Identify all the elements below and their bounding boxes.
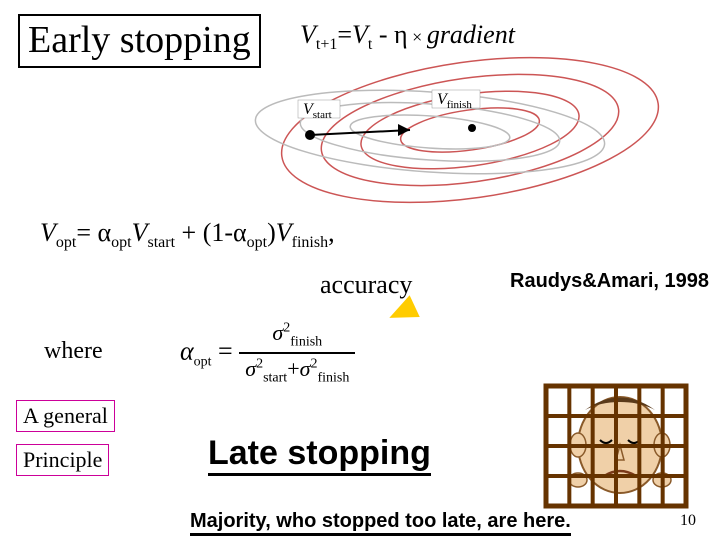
- s-a1: α: [98, 218, 112, 247]
- v3: V: [276, 218, 292, 247]
- late-stopping-heading: Late stopping: [208, 434, 431, 476]
- a-alpha: α: [180, 336, 194, 365]
- accuracy-arrow-icon: [384, 295, 420, 329]
- d-22: 2: [310, 357, 317, 372]
- s-plus: + (1-: [175, 218, 233, 247]
- v2: V: [132, 218, 148, 247]
- s-comma: ,: [328, 218, 335, 247]
- v1: V: [40, 218, 56, 247]
- n-fin: finish: [290, 334, 322, 349]
- d-fin: finish: [317, 371, 349, 386]
- d-21: 2: [256, 357, 263, 372]
- s-close: ): [267, 218, 276, 247]
- s-opt: opt: [56, 234, 76, 251]
- a-opt: opt: [194, 355, 212, 370]
- s-finish: finish: [292, 234, 328, 251]
- formula-vopt: Vopt= αoptVstart + (1-αopt)Vfinish,: [40, 218, 335, 252]
- where-label: where: [44, 338, 103, 365]
- diag-vstart-sub: start: [313, 109, 332, 121]
- d-sig1: σ: [245, 356, 256, 381]
- accuracy-label: accuracy: [320, 270, 412, 300]
- formula-alpha: αopt = σ2finish σ2start+σ2finish: [180, 320, 355, 387]
- box-a-general: A general: [16, 400, 115, 432]
- s-eq: =: [76, 218, 97, 247]
- citation: Raudys&Amari, 1998: [510, 270, 709, 293]
- n-sig: σ: [272, 320, 283, 345]
- diag-vfinish-sub: finish: [447, 99, 473, 111]
- trajectory-diagram: Vstart Vfinish: [0, 0, 720, 230]
- jail-cartoon: [540, 380, 700, 520]
- box-principle: Principle: [16, 444, 109, 476]
- majority-caption: Majority, who stopped too late, are here…: [190, 510, 571, 536]
- s-a2s: opt: [247, 234, 267, 251]
- d-sig2: σ: [300, 356, 311, 381]
- s-start: start: [147, 234, 175, 251]
- a-eq: =: [212, 336, 240, 365]
- s-a1s: opt: [111, 234, 131, 251]
- s-a2: α: [233, 218, 247, 247]
- d-plus: +: [287, 356, 299, 381]
- alpha-fraction: σ2finish σ2start+σ2finish: [239, 320, 355, 387]
- d-start: start: [263, 371, 287, 386]
